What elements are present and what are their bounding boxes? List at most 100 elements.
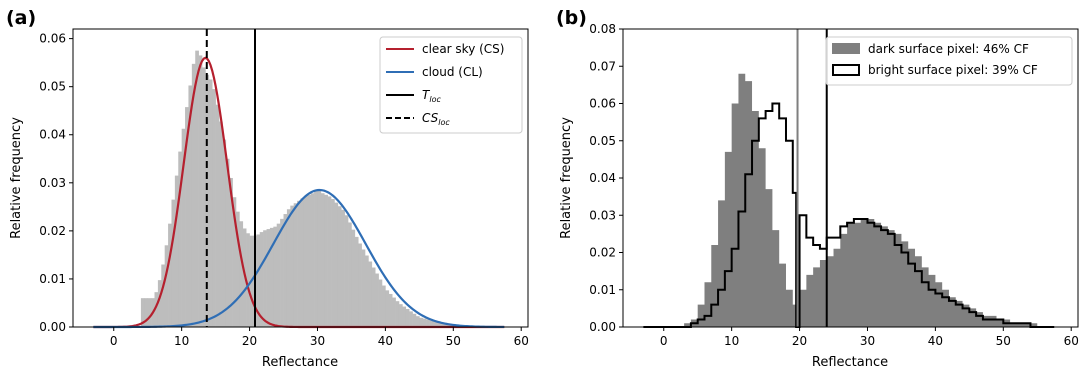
histogram-bar [280,218,284,327]
histogram-bar [341,209,345,327]
histogram-bar [344,215,349,327]
histogram-bar [154,292,159,327]
panel-a-frame [72,28,529,328]
histogram-bar [368,261,373,327]
histogram-bar [178,151,182,327]
histogram-bar [365,255,369,327]
bright-surface-histogram [643,102,1055,328]
x-tick-label: 10 [724,334,739,348]
legend-label: clear sky (CS) [422,42,504,56]
histogram-bar [395,301,400,327]
histogram-bar [419,317,424,327]
histogram-bar [361,249,366,327]
panel-b-legend: dark surface pixel: 46% CF bright surface… [825,36,1073,86]
histogram-bar [303,196,308,327]
histogram-bar [202,67,206,328]
histogram-bar [385,290,390,327]
histogram-bar [392,297,396,327]
y-tick-label: 0.01 [589,283,616,297]
y-tick-label: 0.03 [589,208,616,222]
legend-label: bright surface pixel: 39% CF [868,63,1038,77]
histogram-bar [402,306,407,327]
histogram-bar [412,313,417,327]
x-tick-label: 30 [860,334,875,348]
y-tick-label: 0.04 [39,128,66,142]
y-tick-label: 0.06 [589,97,616,111]
histogram-bar [348,222,352,327]
histogram-bar [307,194,311,327]
panel-b-label: (b) [556,7,587,29]
legend-swatch [832,43,860,54]
histogram-bar [405,308,410,327]
histogram-bar [446,323,451,327]
histogram-bar [198,55,203,327]
panel-b-y-label: Relative frequency [559,117,574,239]
histogram-bar [185,107,189,328]
legend-label-main: CS [422,111,439,125]
x-tick-label: 60 [1064,334,1079,348]
histogram-bar [320,193,325,327]
y-tick-label: 0.01 [39,272,66,286]
histogram-bar [147,298,152,327]
legend-label-sub: loc [429,95,441,104]
x-tick-label: 20 [792,334,807,348]
y-tick-label: 0.06 [39,32,66,46]
histogram-bar [429,320,434,327]
panel-a-y-label: Relative frequency [9,117,24,239]
histogram-bar [286,209,291,327]
panel-b-histograms [643,73,1055,328]
panel-b-x-label: Reflectance [812,355,888,370]
x-tick-label: 50 [446,334,461,348]
histogram-bar [212,89,216,327]
histogram-bar [354,236,359,327]
histogram-bar [283,214,288,327]
legend-swatch [832,64,860,76]
histogram-bar [191,63,196,328]
histogram-bar [358,243,362,327]
histogram-bar [256,234,261,327]
x-tick-label: 10 [174,334,189,348]
histogram-bar [378,279,383,327]
histogram-bar [388,293,393,327]
panel-a-label: (a) [6,7,36,29]
y-tick-label: 0.00 [589,320,616,334]
histogram-bar [314,190,318,327]
histogram-bar [239,221,244,327]
histogram-bar [263,230,267,327]
histogram-bar [293,203,298,327]
histogram-bar [164,245,169,327]
histogram-bar [324,194,328,327]
histogram-bar [409,311,413,327]
histogram-bar [259,232,264,327]
x-tick-label: 60 [514,334,529,348]
legend-label-sub: loc [438,118,450,127]
histogram-bar [225,158,230,327]
histogram-bar [317,190,322,327]
histogram-bar [439,322,444,327]
histogram-bar [219,121,223,327]
histogram-bar [426,319,430,327]
panel-a-x-label: Reflectance [262,355,338,370]
histogram-bar [337,206,342,327]
histogram-bar [208,79,213,327]
legend-label: CSloc [422,111,450,127]
y-tick-label: 0.03 [39,176,66,190]
x-tick-label: 0 [660,334,668,348]
histogram-bar [398,304,403,327]
histogram-bar [351,229,356,327]
legend-label-main: T [422,88,431,102]
histogram-bar [310,193,315,327]
histogram-bar [174,175,179,327]
histogram-bar [415,316,420,327]
panel-b-y-axis: 0.00 0.01 0.02 0.03 0.04 0.05 0.06 0.07 0.08 [589,22,623,334]
y-tick-label: 0.04 [589,171,616,185]
histogram-bar [222,139,227,327]
histogram-bar [168,223,172,327]
panel-a-y-axis: 0.00 0.01 0.02 0.03 0.04 0.05 0.06 [39,32,73,334]
y-tick-label: 0.02 [39,224,66,238]
histogram-bar [140,298,145,327]
histogram-bar [273,226,278,327]
histogram-bar [300,198,305,327]
histogram-bar [181,128,186,327]
